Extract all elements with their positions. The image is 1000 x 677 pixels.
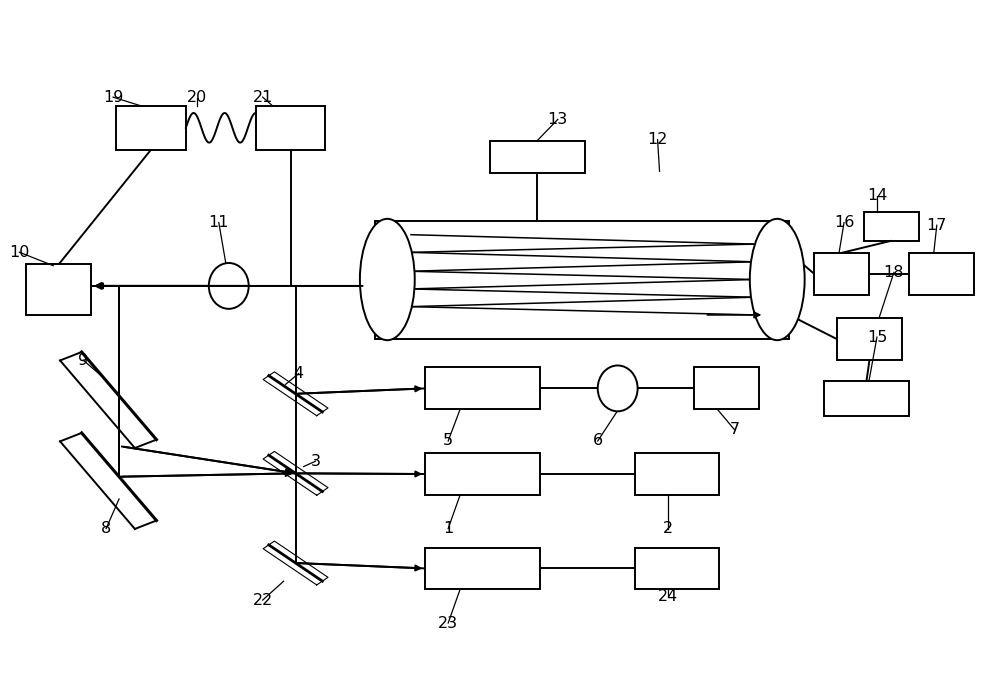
- Ellipse shape: [750, 219, 805, 340]
- Text: 15: 15: [867, 330, 887, 345]
- Text: 12: 12: [647, 132, 668, 147]
- Text: 7: 7: [729, 422, 739, 437]
- Text: 5: 5: [443, 433, 453, 448]
- Bar: [694, 368, 759, 410]
- Bar: [116, 106, 186, 150]
- Text: 3: 3: [311, 454, 321, 468]
- Bar: [256, 106, 325, 150]
- Bar: [375, 221, 789, 338]
- Text: 21: 21: [252, 89, 273, 105]
- Text: 16: 16: [834, 215, 854, 230]
- Text: 17: 17: [927, 218, 947, 233]
- Text: 10: 10: [9, 244, 30, 260]
- Text: 13: 13: [548, 112, 568, 127]
- Text: 11: 11: [209, 215, 229, 230]
- Bar: [425, 453, 540, 495]
- Bar: [635, 548, 719, 589]
- Bar: [909, 253, 974, 294]
- Text: 18: 18: [884, 265, 904, 280]
- Ellipse shape: [209, 263, 249, 309]
- Text: 9: 9: [78, 353, 88, 368]
- Bar: [425, 548, 540, 589]
- Text: 2: 2: [662, 521, 673, 536]
- Text: 22: 22: [253, 592, 273, 607]
- Bar: [824, 381, 909, 416]
- Ellipse shape: [360, 219, 415, 340]
- Text: 4: 4: [293, 366, 304, 381]
- Text: 14: 14: [867, 188, 887, 203]
- Text: 1: 1: [443, 521, 453, 536]
- Bar: [864, 213, 919, 241]
- Bar: [425, 368, 540, 410]
- Bar: [814, 253, 869, 294]
- Bar: [837, 318, 902, 360]
- Bar: [635, 453, 719, 495]
- Text: 6: 6: [593, 433, 603, 448]
- Bar: [26, 264, 91, 315]
- Ellipse shape: [598, 366, 638, 412]
- Text: 19: 19: [103, 89, 123, 105]
- Text: 23: 23: [438, 615, 458, 630]
- Text: 24: 24: [657, 588, 678, 604]
- Bar: [490, 141, 585, 173]
- Text: 8: 8: [101, 521, 111, 536]
- Text: 20: 20: [187, 90, 207, 106]
